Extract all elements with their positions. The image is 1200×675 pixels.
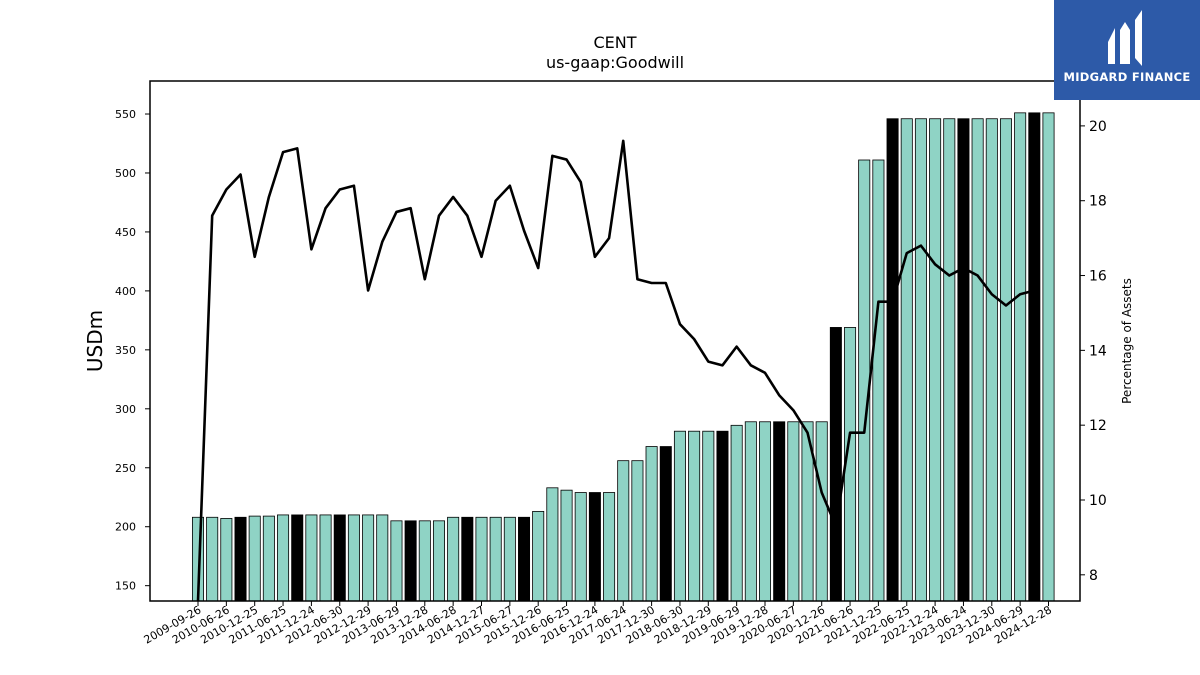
bar-2010-03-27	[220, 518, 233, 602]
y2-tick-label: 20	[1089, 119, 1107, 135]
y2-tick-label: 10	[1089, 493, 1107, 509]
y-tick-label: 300	[115, 403, 136, 416]
bar-2023-09-30	[985, 118, 998, 602]
bar-2017-12-30	[659, 446, 672, 602]
chart-title: CENT	[593, 33, 636, 52]
bar-2016-09-24	[588, 492, 601, 602]
bar-2017-03-25	[617, 460, 630, 602]
midgard-finance-logo: MIDGARD FINANCE	[1054, 0, 1200, 100]
bar-2013-06-29	[404, 520, 417, 602]
bar-2015-06-27	[518, 516, 531, 602]
bar-2010-12-25	[262, 515, 275, 602]
bar-2022-09-24	[929, 118, 942, 602]
bar-2020-09-26	[815, 421, 828, 602]
bar-2022-03-26	[900, 118, 913, 602]
bar-2021-12-25	[886, 118, 899, 602]
bar-2010-09-25	[248, 515, 261, 602]
bar-2020-12-26	[829, 327, 842, 602]
bar-2011-03-26	[277, 514, 290, 602]
bar-2015-12-26	[546, 487, 559, 602]
bar-2024-12-28	[1042, 112, 1055, 602]
bar-2021-06-26	[858, 159, 871, 602]
bar-2018-06-30	[688, 430, 701, 602]
bar-2012-03-31	[333, 514, 346, 602]
bar-2018-09-29	[702, 430, 715, 602]
y-tick-label: 450	[115, 226, 136, 239]
bar-2014-09-27	[475, 516, 488, 602]
bar-2017-06-24	[631, 460, 644, 602]
y-tick-label: 500	[115, 167, 136, 180]
y2-tick-label: 18	[1089, 194, 1107, 210]
bar-2013-09-28	[418, 520, 431, 602]
bar-2019-09-28	[759, 421, 772, 602]
bar-2014-12-27	[489, 516, 502, 602]
bar-2009-12-26	[206, 516, 219, 602]
bar-2011-09-24	[305, 514, 318, 602]
y-tick-label: 350	[115, 344, 136, 357]
y2-tick-label: 14	[1089, 343, 1107, 359]
y-axis-label: USDm	[83, 310, 107, 372]
bar-2022-12-24	[943, 118, 956, 602]
y2-tick-label: 12	[1089, 418, 1107, 434]
bar-2015-03-28	[503, 516, 516, 602]
y-tick-label: 550	[115, 108, 136, 121]
bar-2020-03-28	[787, 421, 800, 602]
bar-2023-03-25	[957, 118, 970, 602]
bar-2010-06-26	[234, 516, 247, 602]
y-tick-label: 250	[115, 462, 136, 475]
bar-2016-06-25	[574, 492, 587, 602]
bar-2012-06-30	[347, 514, 360, 602]
bar-2018-12-29	[716, 430, 729, 602]
bar-2011-12-24	[319, 514, 332, 602]
logo-text: MIDGARD FINANCE	[1063, 70, 1191, 84]
bar-2011-06-25	[291, 514, 304, 602]
bar-2013-03-30	[390, 520, 403, 602]
bar-2019-03-30	[730, 424, 743, 602]
bar-2017-09-30	[645, 446, 658, 602]
chart-subtitle: us-gaap:Goodwill	[546, 53, 684, 72]
bar-2018-03-31	[673, 430, 686, 602]
bar-2024-06-29	[1028, 112, 1041, 602]
bar-2019-06-29	[744, 421, 757, 602]
bar-2016-12-24	[603, 492, 616, 602]
logo-mark-icon	[1108, 10, 1142, 66]
y2-axis-label: Percentage of Assets	[1120, 278, 1134, 404]
y-tick-label: 150	[115, 580, 136, 593]
bar-2015-09-26	[532, 510, 545, 602]
plot-frame	[149, 80, 1081, 602]
bar-2012-09-29	[362, 514, 375, 602]
bar-2019-12-28	[773, 421, 786, 602]
bar-2023-06-24	[971, 118, 984, 602]
bar-2012-12-29	[376, 514, 389, 602]
bar-2014-03-29	[447, 516, 460, 602]
y2-tick-label: 8	[1089, 568, 1098, 584]
percentage-of-assets-line	[196, 139, 1035, 602]
y-tick-label: 400	[115, 285, 136, 298]
bar-2013-12-28	[432, 520, 445, 602]
bar-2016-03-26	[560, 489, 573, 602]
bar-2023-12-30	[999, 118, 1012, 602]
y-tick-label: 200	[115, 521, 136, 534]
y2-tick-label: 16	[1089, 269, 1107, 285]
bar-2014-06-28	[461, 516, 474, 602]
bar-2022-06-25	[914, 118, 927, 602]
bar-2021-09-25	[872, 159, 885, 602]
bar-2024-03-30	[1014, 112, 1027, 602]
